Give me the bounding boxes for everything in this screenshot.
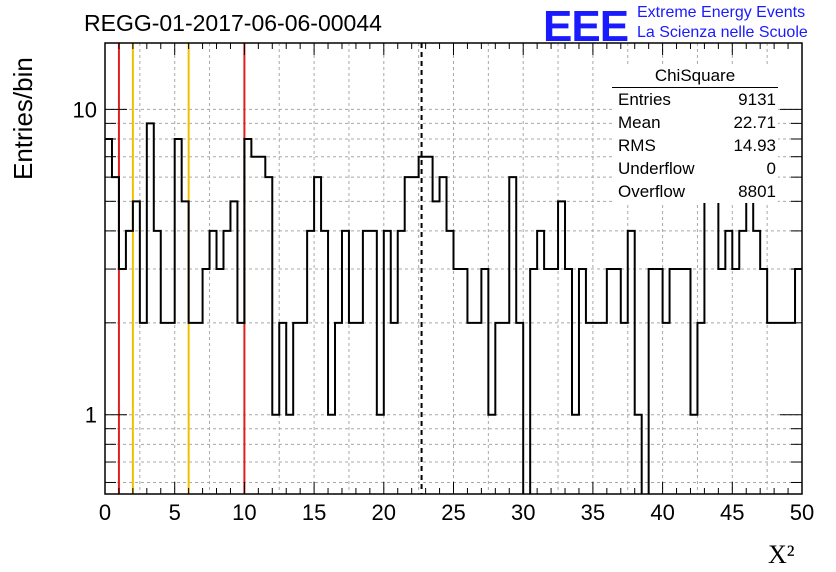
stats-value: 22.71 [733,113,776,132]
stats-label: Mean [618,113,661,132]
x-tick-label: 5 [169,500,181,525]
stats-box: ChiSquare Entries 9131 Mean 22.71 RMS 14… [612,66,778,203]
x-tick-label: 0 [99,500,111,525]
stats-row-rms: RMS 14.93 [612,134,778,157]
y-axis-label: Entries/bin [8,57,38,180]
x-tick-label: 20 [372,500,396,525]
logo-line-2: La Scienza nelle Scuole [637,24,808,41]
x-axis-label: X² [768,540,795,569]
y-tick-label: 10 [73,97,97,122]
x-tick-label: 15 [302,500,326,525]
stats-label: Entries [618,90,671,109]
stats-row-overflow: Overflow 8801 [612,180,778,203]
x-tick-label: 10 [232,500,256,525]
logo-line-1: Extreme Energy Events [637,4,806,21]
stats-value: 9131 [738,90,776,109]
x-tick-label: 50 [790,500,814,525]
stats-row-mean: Mean 22.71 [612,111,778,134]
stats-label: Overflow [618,182,686,201]
stats-value: 0 [766,159,776,178]
stats-value: 8801 [738,182,776,201]
stats-row-underflow: Underflow 0 [612,157,778,180]
stats-row-entries: Entries 9131 [612,88,778,111]
x-tick-label: 25 [441,500,465,525]
stats-label: Underflow [618,159,695,178]
stats-value: 14.93 [733,136,776,155]
x-tick-label: 45 [720,500,744,525]
stats-label: RMS [618,136,656,155]
y-tick-label: 1 [85,403,97,428]
x-tick-label: 40 [650,500,674,525]
histogram-series [105,122,802,494]
stats-title: ChiSquare [612,66,778,88]
x-tick-label: 35 [581,500,605,525]
x-tick-label: 30 [511,500,535,525]
chart-title: REGG-01-2017-06-06-00044 [84,10,382,36]
eee-logo: EEE [543,2,629,51]
